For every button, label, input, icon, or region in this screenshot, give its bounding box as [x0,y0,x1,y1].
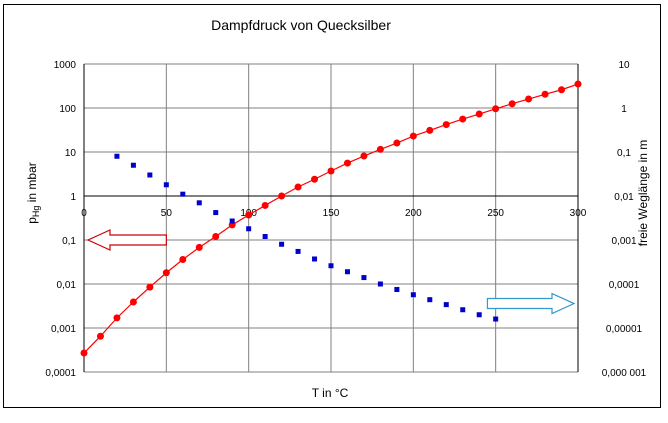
mean-free-path-point [229,218,235,224]
mean-free-path-point [246,226,252,232]
vapor-pressure-point [195,243,203,251]
vapor-pressure-chart: Dampfdruck von Quecksilber T in °C pHg i… [25,17,650,400]
y-right-tick-label: 0,1 [617,148,631,159]
vapor-pressure-point [541,90,549,98]
y-left-tick-label: 0,001 [51,324,76,335]
mean-free-path-point [147,172,153,178]
vapor-pressure-point [525,95,533,103]
y-right-tick-label: 0,01 [614,192,634,203]
y-left-tick-label: 1 [70,192,76,203]
x-tick-label: 250 [487,208,504,219]
vapor-pressure-point [327,167,335,175]
vapor-pressure-point [574,80,582,88]
right-axis-arrow [486,292,576,315]
vapor-pressure-point [129,298,137,306]
vapor-pressure-point [492,105,500,113]
mean-free-path-point [130,162,136,168]
y-right-tick-label: 0,0001 [609,280,640,291]
x-tick-label: 0 [81,208,87,219]
y-axis-label-left: pHg in mbar [25,162,41,224]
vapor-pressure-point [360,152,368,160]
x-tick-label: 50 [161,208,173,219]
left-axis-arrow [86,229,167,251]
mean-free-path-point [180,191,186,197]
vapor-pressure-point [80,349,88,357]
mean-free-path-point [361,275,367,281]
mean-free-path-point [427,297,433,303]
y-axis-label-left-subscript: Hg [31,206,41,218]
vapor-pressure-point [311,175,319,183]
x-tick-label: 200 [405,208,422,219]
vapor-pressure-point [409,132,417,140]
vapor-pressure-point [294,183,302,191]
mean-free-path-point [460,307,466,313]
tick-labels: 0 50 100 150 200 250 300 0,0001 0,001 0,01 0,1 1 10 1… [45,60,646,379]
y-left-tick-label: 1000 [54,60,77,71]
y-axis-label-left-prefix: p [25,217,39,224]
y-left-tick-label: 10 [65,148,77,159]
vapor-pressure-point [442,121,450,129]
vapor-pressure-point [343,159,351,167]
vapor-pressure-point [426,126,434,134]
y-left-tick-label: 100 [59,104,76,115]
mean-free-path-point [196,200,202,206]
mean-free-path-point [114,153,120,159]
y-left-tick-label: 0,1 [62,236,76,247]
mean-free-path-point [295,248,301,254]
mean-free-path-point [410,292,416,298]
mean-free-path-point [312,256,318,262]
vapor-pressure-point [261,201,269,209]
y-left-tick-label: 0,01 [57,280,77,291]
vapor-pressure-point [508,100,516,108]
y-axis-label-left-suffix: in mbar [25,162,39,205]
x-tick-label: 300 [570,208,587,219]
mean-free-path-point [377,281,383,287]
mean-free-path-point [394,286,400,292]
y-left-tick-label: 0,0001 [45,368,76,379]
vapor-pressure-point [278,192,286,200]
y-right-tick-label: 0,00001 [606,324,643,335]
vapor-pressure-point [459,115,467,123]
vapor-pressure-point [558,86,566,94]
chart-frame: Dampfdruck von Quecksilber T in °C pHg i… [3,4,661,408]
vapor-pressure-point [113,314,121,322]
mean-free-path-point [262,234,268,240]
vapor-pressure-point [179,256,187,264]
mean-free-path-point [443,302,449,308]
vapor-pressure-point [146,283,154,291]
mean-free-path-point [344,269,350,275]
annotations [86,229,576,315]
vapor-pressure-point [245,211,253,219]
mean-free-path-point [476,312,482,318]
series-group [80,80,582,357]
vapor-pressure-point [376,145,384,153]
vapor-pressure-point [162,269,170,277]
y-right-tick-label: 0,000 001 [602,368,647,379]
mean-free-path-point [213,210,219,216]
chart-title: Dampfdruck von Quecksilber [211,17,391,33]
x-axis-label: T in °C [312,386,349,400]
mean-free-path-point [328,263,334,269]
mean-free-path-point [163,182,169,188]
mean-free-path-point [493,316,499,322]
y-axis-label-right: freie Weglänge in m [636,140,650,247]
vapor-pressure-point [212,233,220,241]
vapor-pressure-point [96,332,104,340]
grid [83,63,579,373]
y-right-tick-label: 1 [621,104,627,115]
y-right-tick-label: 10 [618,60,630,71]
vapor-pressure-point [475,110,483,118]
mean-free-path-point [279,241,285,247]
y-right-tick-label: 0,001 [611,236,636,247]
vapor-pressure-point [393,139,401,147]
x-tick-label: 150 [323,208,340,219]
